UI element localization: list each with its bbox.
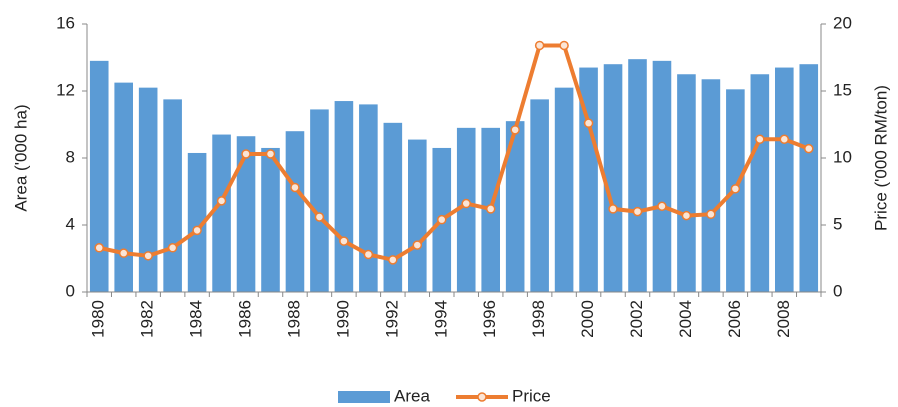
bar (212, 134, 231, 292)
x-tick-label: 1980 (89, 300, 108, 338)
x-tick-label: 1994 (431, 300, 450, 338)
line-marker (485, 204, 496, 214)
bar (505, 121, 525, 293)
line-marker (510, 125, 520, 135)
x-tick-label: 2004 (676, 300, 695, 338)
bar (530, 99, 549, 292)
bar (603, 64, 623, 292)
bar (89, 60, 109, 292)
bar (554, 87, 574, 293)
legend-label: Area (394, 386, 430, 405)
legend-label: Price (512, 386, 551, 405)
bar (408, 139, 427, 292)
y-axis-title: Area ('000 ha) (11, 104, 30, 211)
line-marker (608, 204, 618, 214)
line-marker (118, 248, 129, 258)
x-tick-label: 2008 (774, 300, 793, 338)
line-marker (583, 118, 594, 128)
line-marker (755, 134, 765, 144)
bar (334, 101, 354, 292)
line-marker (143, 251, 153, 261)
line-marker (94, 243, 104, 253)
bar (285, 131, 305, 292)
bar (775, 67, 794, 292)
x-tick-label: 2002 (627, 300, 646, 338)
x-tick-label: 1992 (382, 300, 401, 338)
x-tick-label: 2006 (725, 300, 744, 338)
bar (187, 152, 207, 292)
line-marker (216, 196, 227, 206)
x-tick-label: 1990 (333, 300, 352, 338)
line-marker (412, 240, 423, 250)
line-marker (167, 243, 178, 253)
line-marker (339, 236, 349, 246)
line-marker (779, 134, 790, 144)
bar (261, 147, 280, 292)
y2-tick-label: 20 (833, 13, 852, 32)
bar (456, 127, 476, 292)
legend-marker (477, 392, 487, 402)
bar (114, 82, 133, 292)
y-tick-label: 4 (66, 214, 75, 233)
y2-tick-label: 15 (833, 80, 852, 99)
bar (750, 74, 770, 292)
x-tick-label: 1988 (284, 300, 303, 338)
bar (701, 79, 721, 293)
x-tick-label: 1982 (138, 300, 157, 338)
line-marker (559, 40, 569, 51)
line-marker (706, 209, 716, 220)
x-tick-label: 1996 (480, 300, 499, 338)
y2-axis-title: Price ('000 RM/ton) (871, 85, 890, 231)
x-tick-label: 1984 (187, 300, 206, 338)
line-marker (632, 206, 643, 217)
line-marker (388, 255, 398, 265)
bar (138, 87, 158, 293)
bar (652, 60, 672, 292)
x-tick-label: 1998 (529, 300, 548, 338)
bar (236, 136, 256, 292)
y-tick-label: 0 (66, 281, 75, 300)
y-tick-label: 12 (56, 80, 75, 99)
bar (359, 104, 378, 293)
bar (310, 109, 329, 292)
line-marker (730, 184, 741, 194)
y-tick-label: 8 (66, 147, 75, 166)
x-tick-label: 2000 (578, 300, 597, 338)
line-marker (363, 249, 374, 260)
line-marker (265, 149, 276, 159)
bar (383, 122, 403, 292)
line-marker (681, 210, 692, 221)
y-tick-label: 16 (56, 13, 75, 32)
bar (628, 59, 647, 292)
line-marker (314, 212, 325, 222)
line-marker (461, 198, 471, 209)
bar (163, 99, 182, 292)
line-marker (290, 182, 300, 193)
line-marker (804, 143, 814, 154)
bar (799, 64, 819, 292)
bar (677, 74, 696, 292)
x-tick-label: 1986 (236, 300, 255, 338)
line-marker (192, 225, 202, 236)
line-marker (241, 149, 251, 159)
line-marker (437, 214, 447, 225)
y2-tick-label: 0 (833, 281, 842, 300)
line-marker (657, 201, 667, 211)
line-marker (534, 40, 545, 51)
legend-swatch (338, 391, 390, 403)
y2-tick-label: 10 (833, 147, 852, 166)
y2-tick-label: 5 (833, 214, 842, 233)
